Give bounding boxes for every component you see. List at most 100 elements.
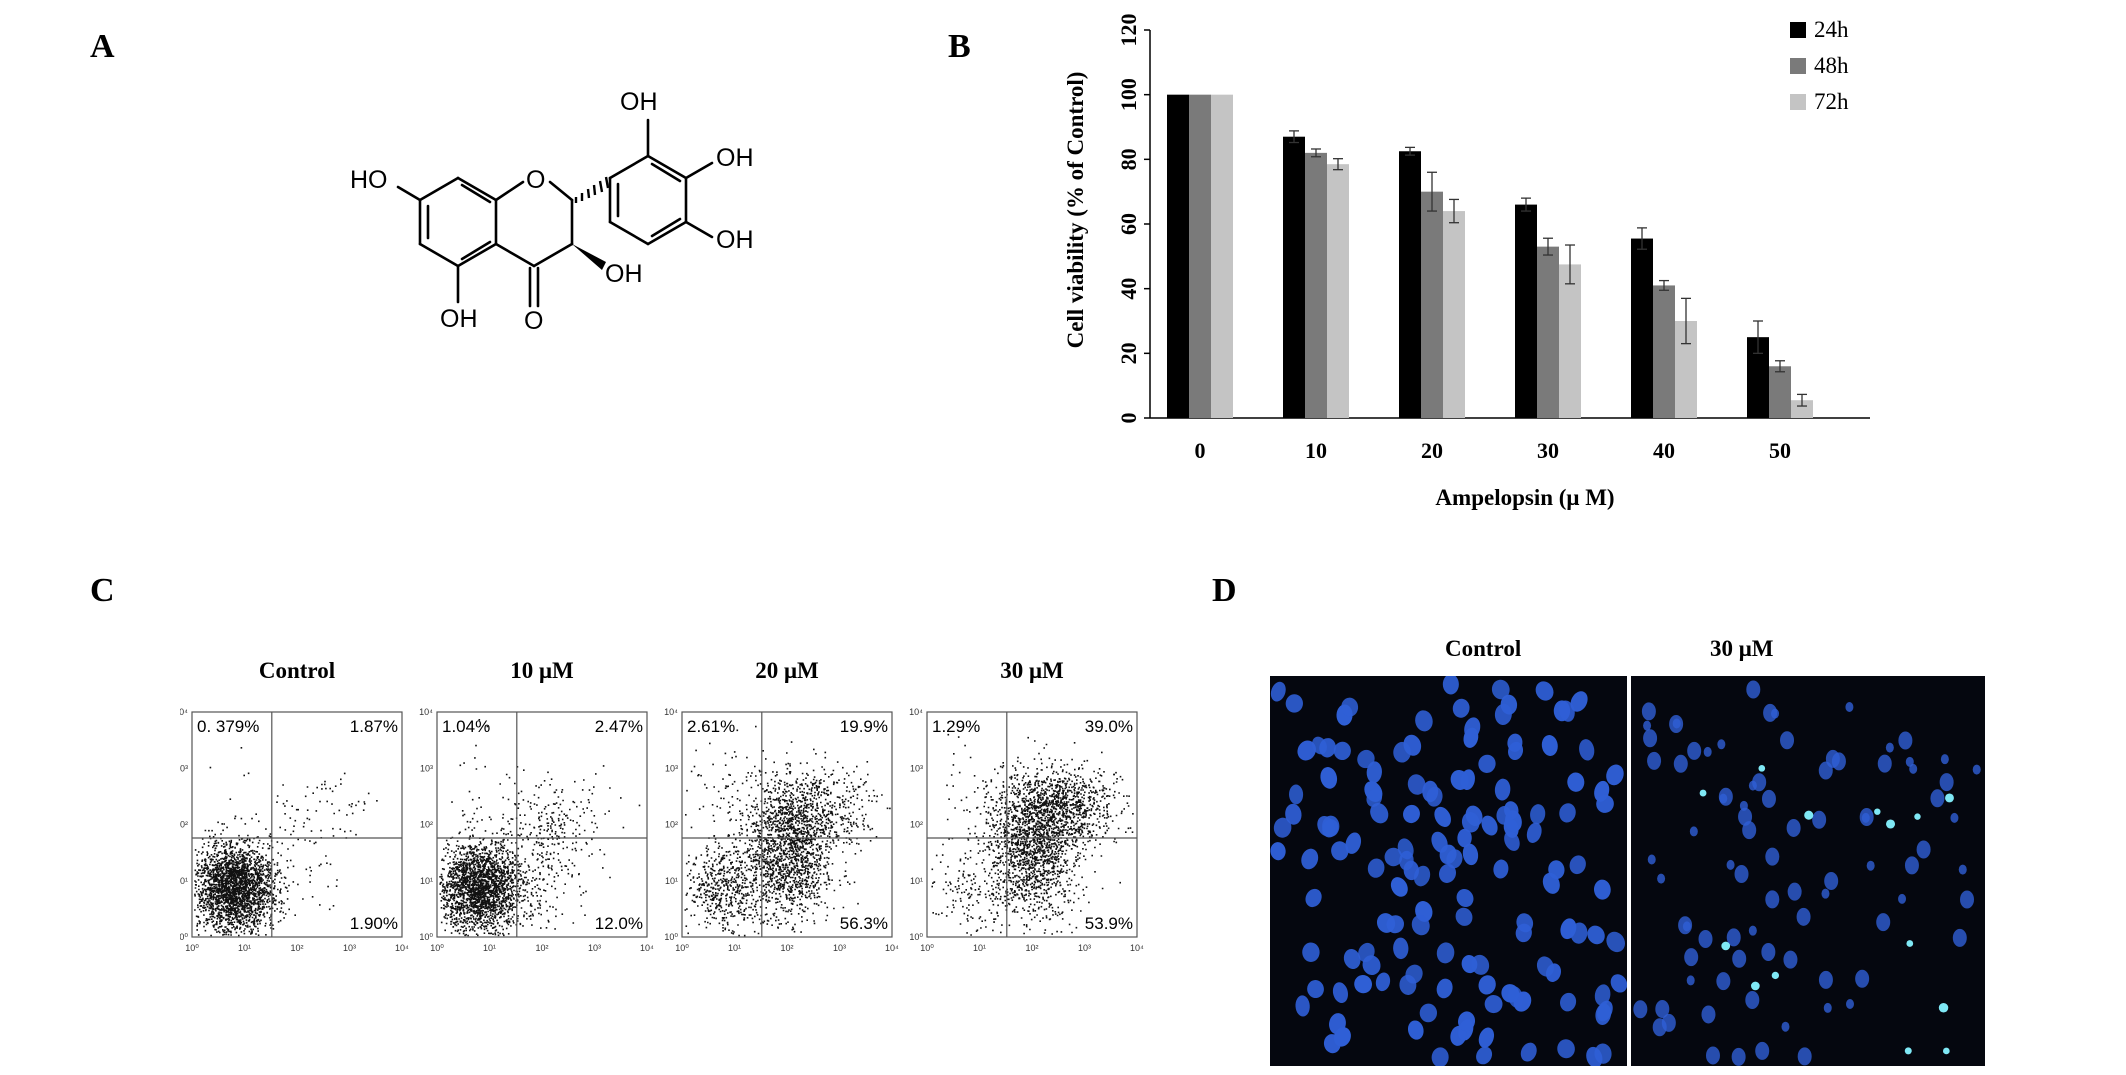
nucleus: [1439, 844, 1457, 865]
y-axis-tick: 10⁰: [180, 932, 188, 942]
nucleus: [1821, 888, 1830, 899]
apoptotic-nucleus: [1699, 789, 1707, 797]
x-axis-tick: 10¹: [238, 943, 251, 953]
atom-label-oh-top: OH: [620, 88, 658, 116]
quadrant-upper-left: 1.29%: [932, 717, 980, 736]
y-axis-tick: 10⁰: [664, 932, 678, 942]
nucleus: [1684, 948, 1699, 967]
nucleus: [1597, 1000, 1613, 1022]
flow-dot-cloud: [931, 733, 1134, 936]
nucleus: [1594, 984, 1611, 1006]
y-axis-tick: 10²: [180, 820, 188, 830]
nucleus: [1536, 956, 1554, 977]
nucleus: [1520, 1042, 1537, 1062]
nucleus: [1491, 679, 1510, 700]
apoptotic-nucleus: [1874, 808, 1881, 815]
nucleus: [1669, 715, 1684, 734]
nucleus: [1765, 890, 1780, 909]
nucleus: [1415, 710, 1433, 732]
nucleus: [1960, 890, 1975, 909]
nucleus: [1452, 698, 1470, 718]
nucleus: [1952, 928, 1967, 947]
nucleus: [1438, 863, 1457, 883]
apoptotic-nucleus: [1945, 793, 1954, 803]
flow-dot-cloud: [684, 725, 891, 937]
apoptotic-nucleus: [1758, 765, 1766, 772]
x-axis-tick: 10³: [343, 943, 356, 953]
nucleus: [1557, 1039, 1575, 1059]
x-tick-label-10: 10: [1305, 438, 1327, 463]
nucleus: [1686, 975, 1695, 986]
nucleus: [1643, 720, 1652, 731]
nucleus: [1898, 731, 1913, 750]
y-tick-label: 20: [1116, 342, 1141, 364]
y-tick-label: 100: [1116, 78, 1141, 111]
nucleus: [1484, 995, 1503, 1014]
apoptotic-nucleus: [1721, 941, 1731, 951]
nucleus: [1397, 838, 1414, 860]
nucleus: [1460, 769, 1475, 791]
nucleus: [1442, 676, 1459, 695]
bar-chart-svg: 0 20 40 60 80 100 120 0 10 20 30 40 50 24h 48h 72h Cel…: [1063, 14, 1870, 510]
flow-plot-title: 20 μM: [755, 658, 819, 683]
nucleus: [1780, 731, 1795, 750]
legend-swatch-48h: [1790, 58, 1806, 74]
nucleus: [1610, 974, 1628, 993]
nucleus: [1726, 928, 1741, 947]
y-axis-tick: 10²: [665, 820, 678, 830]
nucleus: [1465, 805, 1483, 827]
quadrant-lower-right: 1.90%: [350, 914, 398, 933]
nucleus: [1302, 942, 1320, 962]
panel-letter-a: A: [90, 28, 115, 65]
bar-24h-30: [1515, 204, 1537, 418]
x-tick-label-0: 0: [1195, 438, 1206, 463]
nucleus: [1305, 888, 1322, 908]
y-axis-tick: 10³: [665, 763, 678, 773]
nucleus: [1343, 949, 1361, 969]
nucleus: [1422, 780, 1439, 803]
nucleus: [1606, 764, 1624, 786]
apoptotic-nucleus: [1771, 971, 1780, 980]
nucleus: [1301, 848, 1319, 870]
nucleus: [1386, 915, 1404, 934]
nucleus: [1796, 907, 1811, 926]
nucleus: [1390, 877, 1408, 897]
nucleus: [1594, 1043, 1612, 1064]
nucleus: [1652, 1018, 1667, 1037]
bar-24h-40: [1631, 238, 1653, 418]
nucleus: [1657, 873, 1666, 884]
x-tick-label-30: 30: [1537, 438, 1559, 463]
bar-72h-0: [1211, 94, 1233, 419]
y-tick-label: 80: [1116, 148, 1141, 170]
y-axis-tick: 10¹: [420, 876, 433, 886]
y-axis-tick: 10²: [910, 820, 923, 830]
nucleus: [1285, 803, 1302, 825]
x-axis-tick: 10⁴: [640, 943, 654, 953]
treated-nuclei: [1633, 680, 1981, 1066]
nucleus: [1717, 739, 1726, 750]
bar-24h-0: [1167, 94, 1189, 419]
nucleus: [1450, 1025, 1467, 1046]
nucleus: [1972, 764, 1981, 775]
nucleus: [1594, 780, 1610, 802]
nucleus: [1748, 925, 1757, 936]
y-tick-label: 60: [1116, 213, 1141, 235]
y-tick-label: 120: [1116, 14, 1141, 47]
flow-dot-cloud: [439, 719, 641, 937]
nucleus: [1567, 772, 1585, 792]
atom-label-ketone-oxygen: O: [524, 307, 543, 335]
bar-48h-30: [1537, 246, 1559, 418]
nucleus: [1905, 756, 1914, 767]
nucleus: [1845, 999, 1854, 1010]
nucleus: [1455, 907, 1473, 926]
y-axis-tick: 10⁴: [909, 707, 923, 717]
microscopy-image: [1270, 676, 1985, 1066]
nucleus: [1559, 803, 1576, 823]
nucleus: [1763, 703, 1778, 722]
nucleus: [1673, 754, 1688, 773]
nucleus: [1354, 975, 1373, 994]
nucleus: [1411, 915, 1430, 936]
